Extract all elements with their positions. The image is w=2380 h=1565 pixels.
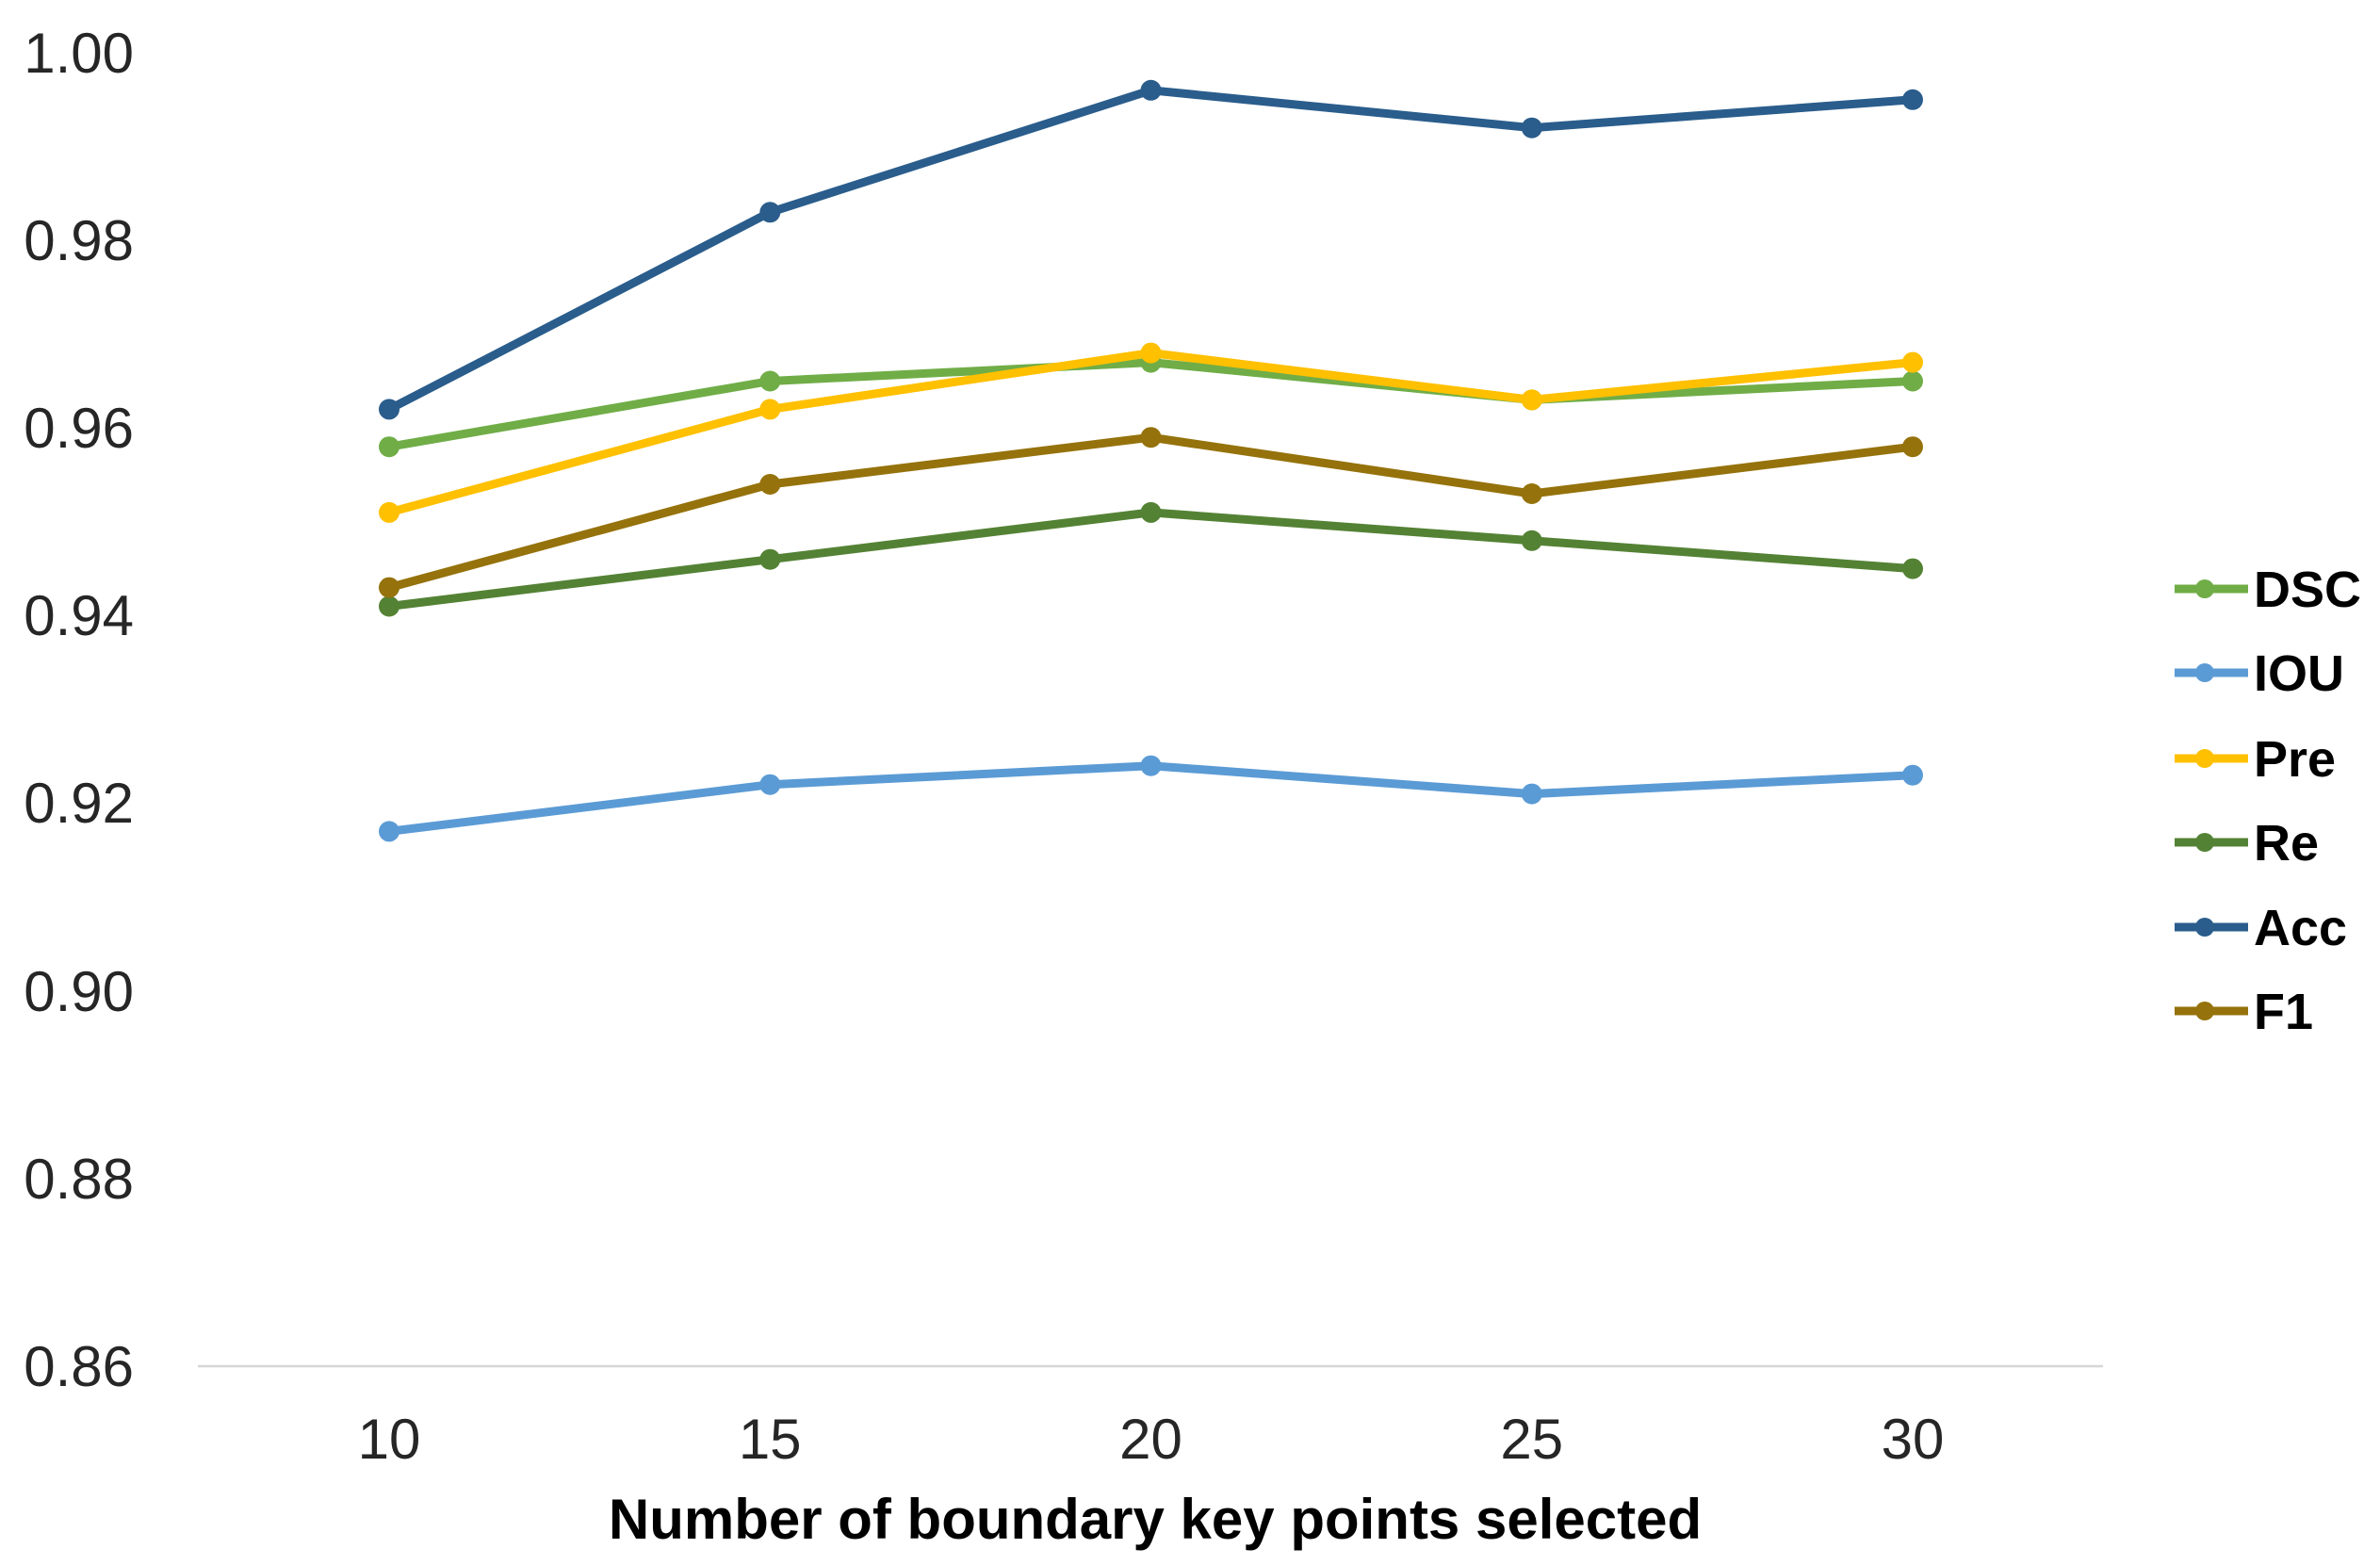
data-point-dsc-30	[1902, 370, 1923, 392]
legend-label: F1	[2254, 984, 2313, 1040]
data-point-f1-30	[1902, 436, 1923, 458]
legend-label: Acc	[2254, 900, 2347, 956]
data-point-acc-10	[379, 399, 399, 420]
x-axis: 10 15 20 25 30	[358, 1408, 1945, 1471]
legend-dot-swatch	[2195, 749, 2214, 768]
legend-item-pre: Pre	[2175, 731, 2336, 788]
y-tick-label: 0.96	[24, 397, 134, 460]
legend-item-f1: F1	[2175, 984, 2313, 1040]
data-point-iou-30	[1902, 764, 1923, 786]
data-point-re-20	[1140, 501, 1162, 523]
y-tick-label: 0.90	[24, 960, 134, 1023]
y-tick-label: 1.00	[24, 22, 134, 85]
data-point-acc-15	[759, 202, 781, 223]
legend-dot-swatch	[2195, 918, 2214, 937]
legend-label: DSC	[2254, 562, 2361, 618]
data-point-acc-25	[1521, 117, 1542, 139]
legend-item-re: Re	[2175, 815, 2319, 872]
y-tick-label: 0.92	[24, 772, 134, 835]
legend-label: Pre	[2254, 731, 2336, 788]
series-layer	[379, 79, 1923, 842]
x-axis-title: Number of boundary key points selected	[609, 1488, 1702, 1551]
y-axis: 1.00 0.98 0.96 0.94 0.92 0.90 0.88 0.86	[24, 22, 134, 1398]
data-point-acc-20	[1140, 79, 1162, 101]
data-point-pre-20	[1140, 342, 1162, 364]
legend-item-iou: IOU	[2175, 645, 2344, 702]
legend-dot-swatch	[2195, 579, 2214, 598]
data-point-f1-20	[1140, 427, 1162, 448]
data-point-iou-10	[379, 821, 399, 842]
data-point-pre-15	[759, 399, 781, 420]
legend-item-dsc: DSC	[2175, 562, 2361, 618]
legend: DSC IOU Pre Re Acc F1	[2175, 562, 2361, 1040]
data-point-iou-15	[759, 774, 781, 795]
legend-label: Re	[2254, 815, 2319, 872]
x-tick-label: 10	[358, 1408, 421, 1471]
y-tick-label: 0.98	[24, 209, 134, 272]
legend-dot-swatch	[2195, 663, 2214, 682]
data-point-dsc-15	[759, 370, 781, 392]
data-point-pre-10	[379, 501, 399, 523]
x-tick-label: 30	[1882, 1408, 1945, 1471]
y-tick-label: 0.88	[24, 1148, 134, 1211]
data-point-f1-10	[379, 577, 399, 598]
legend-dot-swatch	[2195, 833, 2214, 852]
data-point-re-30	[1902, 558, 1923, 579]
data-point-re-15	[759, 548, 781, 570]
y-tick-label: 0.94	[24, 584, 134, 647]
data-point-re-25	[1521, 530, 1542, 551]
legend-dot-swatch	[2195, 1002, 2214, 1020]
data-point-iou-20	[1140, 755, 1162, 776]
data-point-pre-30	[1902, 351, 1923, 373]
legend-item-acc: Acc	[2175, 900, 2347, 956]
data-point-re-10	[379, 595, 399, 617]
data-point-pre-25	[1521, 389, 1542, 411]
legend-label: IOU	[2254, 645, 2344, 702]
x-tick-label: 20	[1119, 1408, 1182, 1471]
data-point-acc-30	[1902, 89, 1923, 110]
x-tick-label: 15	[739, 1408, 802, 1471]
data-point-dsc-10	[379, 436, 399, 458]
data-point-f1-15	[759, 474, 781, 495]
x-tick-label: 25	[1500, 1408, 1563, 1471]
y-tick-label: 0.86	[24, 1335, 134, 1398]
data-point-iou-25	[1521, 783, 1542, 805]
data-point-f1-25	[1521, 483, 1542, 504]
